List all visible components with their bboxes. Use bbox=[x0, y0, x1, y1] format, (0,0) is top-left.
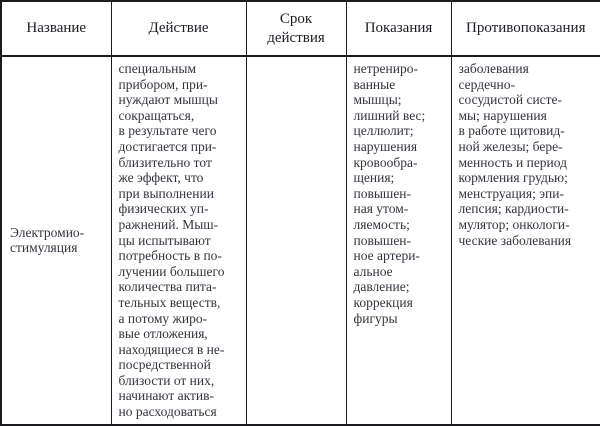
cell-name: Электромио- стимуляция bbox=[0, 55, 112, 426]
table-row: Электромио- стимуляция специальным прибо… bbox=[0, 55, 600, 426]
cell-contraindications: заболевания сердечно- сосудистой систе- … bbox=[450, 55, 600, 426]
column-header-name: Название bbox=[0, 0, 112, 57]
column-header-contraindications: Противопоказания bbox=[450, 0, 600, 57]
column-header-indications: Показания bbox=[345, 0, 452, 57]
cell-indications: нетрениро- ванные мышцы; лишний вес; цел… bbox=[345, 55, 452, 426]
column-header-action: Действие bbox=[110, 0, 247, 57]
header-row: Название Действие Срок действия Показани… bbox=[0, 0, 600, 57]
column-header-duration: Срок действия bbox=[245, 0, 347, 57]
cell-action: специальным прибором, при- нуждают мышцы… bbox=[110, 55, 247, 426]
cell-duration bbox=[245, 55, 347, 426]
